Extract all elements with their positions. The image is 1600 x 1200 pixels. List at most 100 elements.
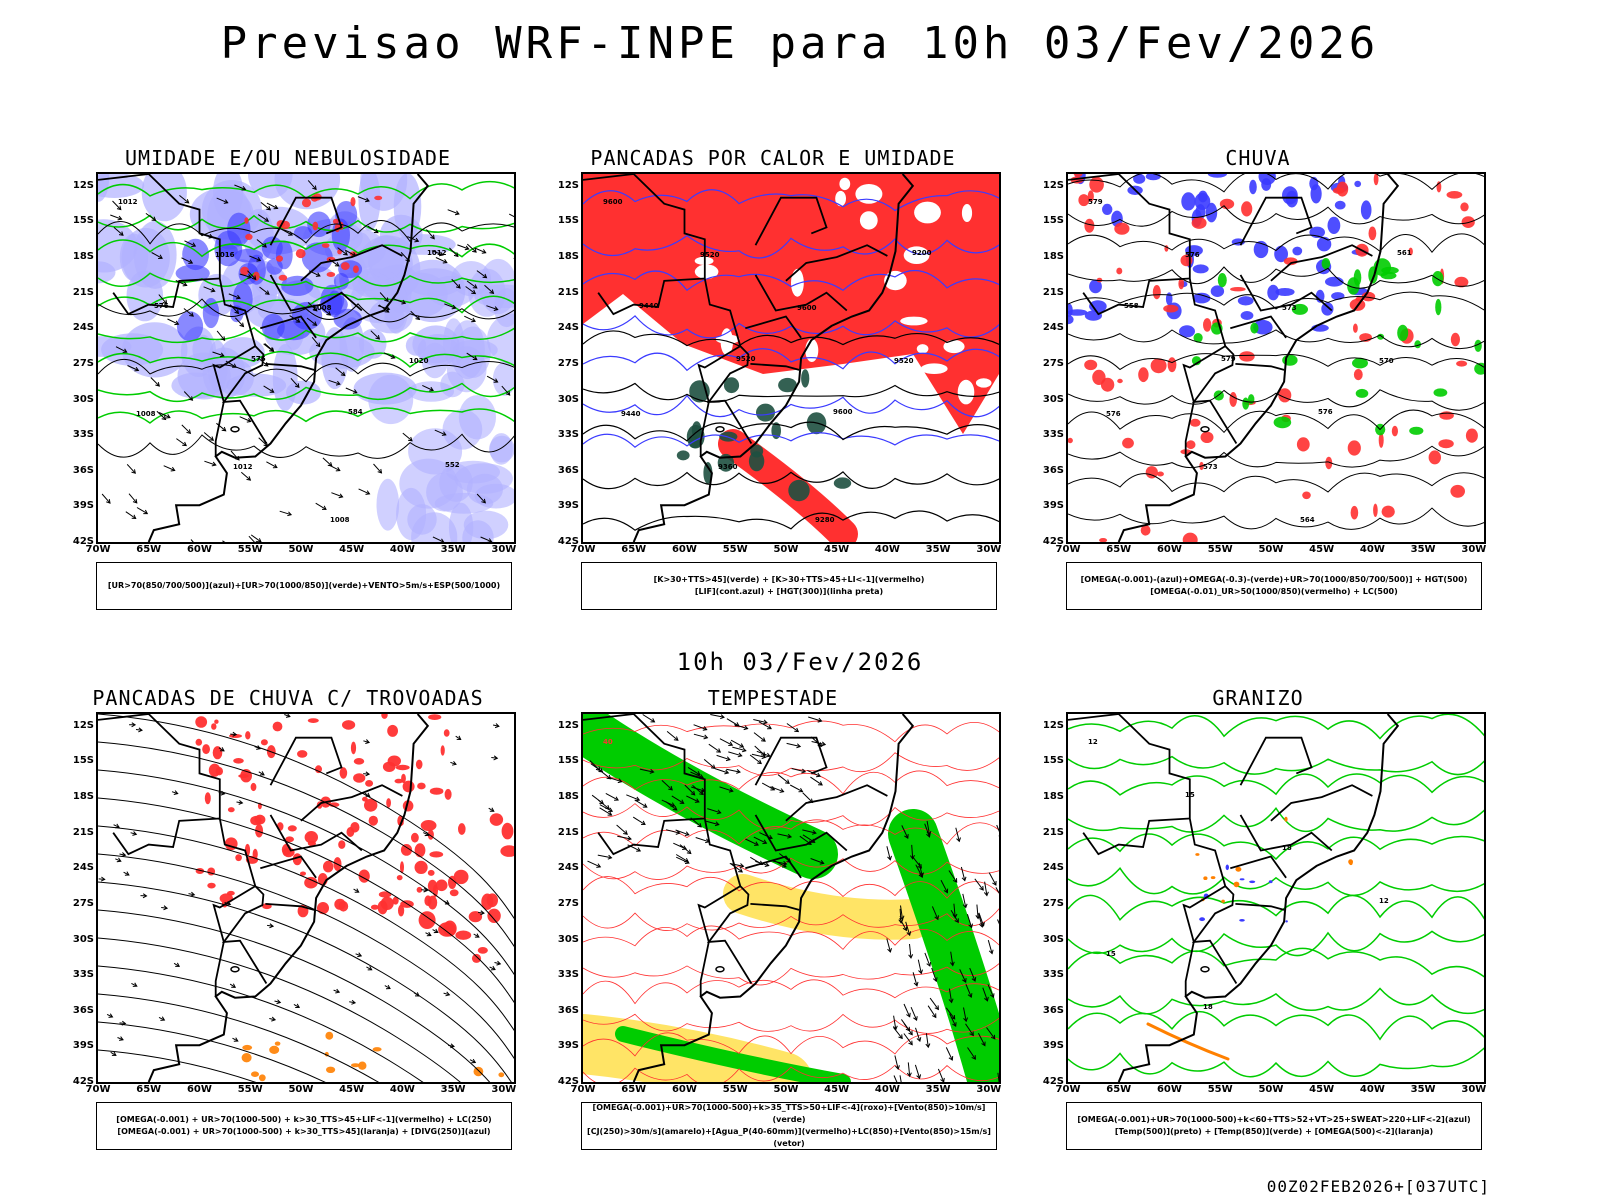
wind-vector-head — [474, 933, 480, 938]
wind-vector — [616, 824, 628, 835]
wind-vector — [910, 1007, 918, 1021]
data-blob — [350, 276, 408, 324]
lat-axis: 12S 15S 18S 21S 24S 27S 30S 33S 36S 39S 42S — [58, 712, 94, 1087]
wind-vector — [772, 860, 787, 865]
wind-vector — [965, 984, 972, 998]
contour-line — [583, 421, 999, 442]
wind-vector-head — [764, 862, 770, 867]
data-blob — [255, 824, 264, 838]
data-blob — [1253, 319, 1273, 335]
wind-vector-head — [934, 915, 939, 921]
wind-vector — [266, 461, 278, 469]
wind-vector-head — [276, 999, 282, 1005]
contour-label: 1008 — [330, 516, 350, 524]
wind-vector-head — [968, 923, 973, 929]
data-blob — [1165, 292, 1173, 306]
wind-vector — [810, 776, 823, 786]
panel-title: PANCADAS POR CALOR E UMIDADE — [590, 146, 956, 170]
contour-line — [1068, 714, 1484, 740]
data-blob — [1275, 288, 1295, 296]
contour-label: 576 — [1185, 251, 1200, 259]
wind-vector — [234, 184, 246, 190]
data-blob — [395, 764, 410, 771]
lon-tick-label: 65W — [136, 1084, 162, 1095]
wind-vector-head — [162, 299, 168, 305]
data-blob — [498, 1072, 505, 1078]
map-svg: 9600952096009520944093609280920094409520… — [583, 174, 999, 542]
data-blob — [245, 233, 253, 240]
wind-vector-head — [351, 999, 357, 1005]
legend-line: [CJ(250)>30m/s](amarelo)+[Agua_P(40-60mm… — [587, 1127, 991, 1148]
contour-label: 576 — [1318, 408, 1333, 416]
wind-vector — [443, 900, 450, 905]
data-blob — [1182, 532, 1198, 542]
contour-line — [98, 350, 514, 368]
lat-tick-label: 36S — [1042, 464, 1064, 476]
lagoon — [230, 965, 240, 973]
lon-tick-label: 35W — [440, 544, 466, 555]
wind-vector-head — [728, 787, 734, 793]
lon-tick-label: 50W — [1258, 544, 1284, 555]
wind-vector — [110, 214, 122, 220]
data-blob — [400, 844, 413, 856]
wind-vector-head — [121, 852, 127, 857]
run-info-footer: 00Z02FEB2026+[037UTC] — [1266, 1177, 1490, 1196]
data-blob — [372, 1047, 382, 1052]
lat-tick-label: 12S — [557, 719, 579, 731]
wind-vector-head — [266, 205, 272, 211]
wind-vector-head — [464, 245, 470, 251]
wind-vector — [786, 742, 801, 747]
wind-vector-head — [963, 1017, 969, 1023]
data-blob — [427, 895, 438, 910]
data-blob — [1465, 428, 1478, 443]
data-blob — [1210, 285, 1225, 297]
wind-vector — [115, 346, 127, 353]
data-blob — [756, 403, 775, 422]
wind-vector-head — [962, 978, 967, 983]
contour-line — [1068, 987, 1484, 1015]
wind-vector-head — [493, 755, 499, 761]
wind-vector — [749, 754, 762, 764]
data-blob — [1368, 226, 1377, 241]
data-blob — [1285, 190, 1298, 208]
data-blob — [326, 272, 336, 277]
wind-vector-head — [906, 1072, 912, 1078]
wind-vector-head — [817, 717, 823, 723]
data-blob — [362, 796, 368, 802]
wind-vector-head — [155, 381, 160, 387]
wind-vector — [240, 471, 251, 481]
data-blob — [500, 845, 514, 857]
wind-vector-head — [390, 354, 396, 359]
data-blob — [376, 478, 400, 531]
wind-vector — [123, 871, 130, 876]
data-blob — [301, 198, 312, 208]
wind-vector-head — [714, 821, 720, 827]
lat-tick-label: 27S — [72, 357, 94, 369]
lat-tick-label: 15S — [72, 755, 94, 767]
wind-vector-head — [294, 383, 300, 389]
wind-vector-head — [720, 714, 725, 720]
wind-vector-head — [480, 910, 485, 916]
data-blob — [350, 822, 360, 833]
data-blob — [1096, 277, 1103, 283]
state-border — [745, 855, 802, 879]
wind-vector — [306, 317, 317, 326]
wind-vector — [789, 784, 803, 793]
wind-vector-head — [269, 923, 275, 929]
lon-tick-label: 45W — [339, 1084, 365, 1095]
wind-vector-head — [414, 237, 420, 243]
data-blob — [405, 335, 427, 356]
data-band — [888, 809, 999, 1082]
state-border — [1082, 277, 1190, 316]
lat-tick-label: 30S — [72, 393, 94, 405]
contour-label: 579 — [1088, 198, 1103, 206]
wind-vector-head — [908, 954, 914, 959]
data-blob — [1221, 899, 1225, 903]
data-blob — [427, 869, 435, 876]
wind-vector-head — [971, 977, 977, 982]
streamline — [98, 1021, 326, 1082]
wind-vector — [982, 987, 988, 1001]
wind-vector-head — [340, 371, 346, 377]
wind-vector-head — [312, 306, 318, 312]
data-blob — [401, 773, 406, 784]
